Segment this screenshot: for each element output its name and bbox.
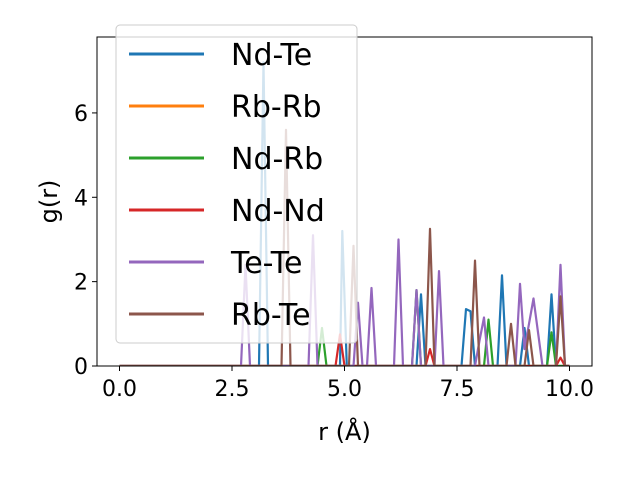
series-line-te-te [119,234,570,366]
y-tick-label: 4 [74,186,88,211]
y-tick-label: 6 [74,102,88,127]
series-line-rb-te [119,128,570,366]
x-tick-label: 5.0 [327,377,362,402]
legend-entry-label: Nd-Te [231,38,312,73]
y-axis: 0 2 4 6 [74,102,97,380]
x-axis-label: r (Å) [318,417,371,446]
x-axis: 0.0 2.5 5.0 7.5 10.0 [102,366,594,402]
x-tick-label: 2.5 [215,377,250,402]
legend-entry-label: Nd-Rb [231,142,323,177]
series-line-nd-te [119,61,570,366]
legend: Nd-Te Rb-Rb Nd-Rb Nd-Nd Te-Te Rb-Te [115,24,358,344]
x-tick-label: 10.0 [545,377,594,402]
x-tick-label: 0.0 [102,377,137,402]
legend-entry-label: Te-Te [230,246,302,281]
y-axis-label: g(r) [35,180,63,224]
x-tick-label: 7.5 [440,377,475,402]
legend-entry-label: Nd-Nd [231,194,325,229]
legend-entry-label: Rb-Rb [231,90,322,125]
legend-entry-label: Rb-Te [231,298,311,333]
y-tick-label: 2 [74,271,88,296]
y-tick-label: 0 [74,355,88,380]
series-line-nd-nd [119,333,570,366]
